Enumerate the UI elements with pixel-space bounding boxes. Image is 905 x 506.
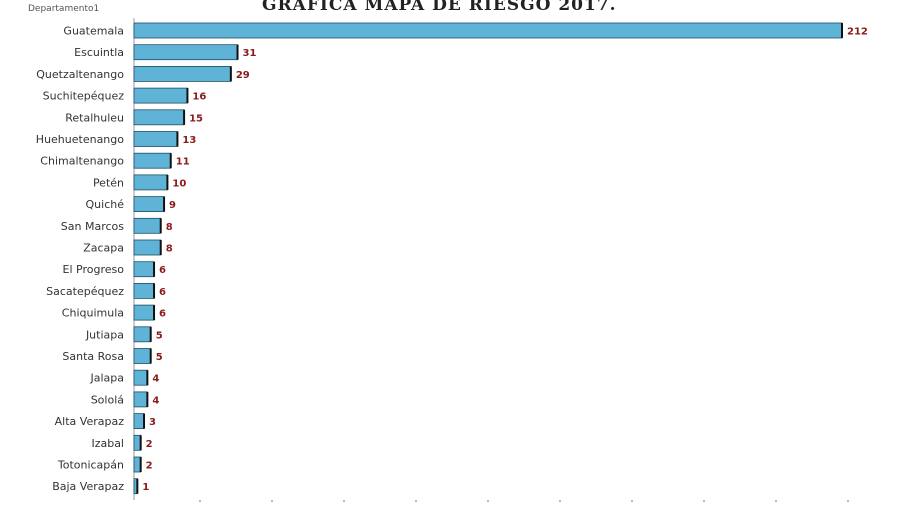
bar (134, 327, 151, 342)
category-label: Petén (93, 176, 124, 189)
category-label: Izabal (91, 437, 124, 450)
value-label: 6 (159, 287, 166, 298)
category-label: Retalhuleu (65, 111, 124, 124)
value-label: 10 (172, 178, 186, 189)
category-label: Totonicapán (57, 459, 124, 472)
value-label: 13 (182, 135, 196, 146)
bar (134, 23, 842, 38)
category-label: Huehuetenango (36, 133, 124, 146)
value-label: 2 (146, 439, 153, 450)
bar (134, 283, 154, 298)
bar (134, 88, 187, 103)
bar (134, 262, 154, 277)
bar (134, 153, 171, 168)
axis-tick-mark (199, 500, 201, 502)
value-label: 15 (189, 113, 203, 124)
bar (134, 175, 167, 190)
category-label: Chimaltenango (40, 155, 124, 168)
category-label: Guatemala (63, 25, 124, 38)
category-label: Jutiapa (85, 328, 124, 341)
value-label: 4 (152, 395, 159, 406)
value-label: 6 (159, 265, 166, 276)
category-label: Sololá (91, 393, 124, 406)
bar (134, 132, 177, 147)
category-label: Baja Verapaz (52, 480, 124, 493)
value-label: 8 (166, 244, 173, 255)
axis-tick-mark (631, 500, 633, 502)
bar (134, 66, 231, 81)
category-label: Sacatepéquez (46, 285, 124, 298)
category-label: Escuintla (74, 46, 124, 59)
category-label: Santa Rosa (62, 350, 124, 363)
value-label: 212 (847, 27, 868, 38)
category-label: San Marcos (61, 220, 124, 233)
category-label: Quiché (86, 198, 125, 211)
category-label: Alta Verapaz (55, 415, 125, 428)
category-label: Chiquimula (62, 307, 124, 320)
value-label: 5 (156, 330, 163, 341)
value-label: 16 (192, 92, 206, 103)
value-label: 11 (176, 157, 190, 168)
value-label: 1 (142, 482, 149, 493)
axis-tick-mark (343, 500, 345, 502)
value-label: 4 (152, 374, 159, 385)
bar (134, 435, 141, 450)
value-label: 9 (169, 200, 176, 211)
category-label: Zacapa (83, 242, 124, 255)
category-label: Quetzaltenango (36, 68, 124, 81)
bar (134, 110, 184, 125)
bar (134, 349, 151, 364)
bar (134, 218, 161, 233)
bar (134, 370, 147, 385)
value-label: 29 (236, 70, 250, 81)
category-label: Suchitepéquez (43, 90, 125, 103)
bar (134, 240, 161, 255)
bar (134, 414, 144, 429)
value-label: 6 (159, 309, 166, 320)
axis-tick-mark (415, 500, 417, 502)
bar (134, 392, 147, 407)
value-label: 8 (166, 222, 173, 233)
category-label: Jalapa (89, 372, 124, 385)
value-label: 31 (243, 48, 257, 59)
bar (134, 305, 154, 320)
bar (134, 457, 141, 472)
axis-tick-mark (775, 500, 777, 502)
bar (134, 197, 164, 212)
bar (134, 45, 238, 60)
axis-tick-mark (847, 500, 849, 502)
axis-tick-mark (703, 500, 705, 502)
axis-tick-mark (271, 500, 273, 502)
value-label: 2 (146, 461, 153, 472)
axis-tick-mark (487, 500, 489, 502)
value-label: 3 (149, 417, 156, 428)
value-label: 5 (156, 352, 163, 363)
category-label: El Progreso (63, 263, 125, 276)
axis-tick-mark (559, 500, 561, 502)
